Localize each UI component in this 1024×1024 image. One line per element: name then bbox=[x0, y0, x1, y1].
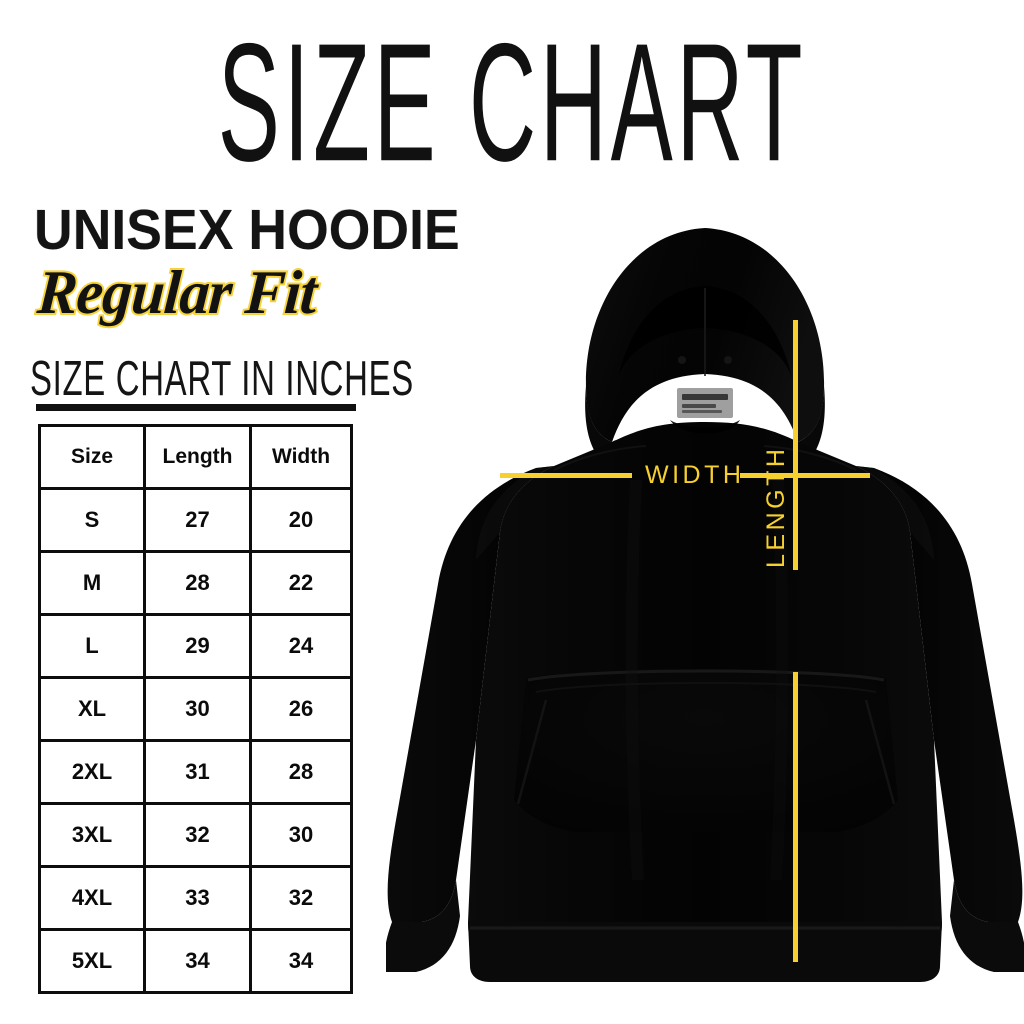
body-fold-left bbox=[625, 479, 644, 881]
table-header-row: Size Length Width bbox=[38, 424, 353, 490]
fit-name-heading: Regular Fit bbox=[33, 257, 320, 329]
table-row: 5XL 34 34 bbox=[38, 928, 353, 994]
table-row: 4XL 33 32 bbox=[38, 865, 353, 931]
hood-eyelet-left bbox=[678, 356, 686, 364]
cell-width: 20 bbox=[249, 487, 353, 553]
table-caption: SIZE CHART IN INCHES bbox=[30, 349, 414, 406]
cell-width: 22 bbox=[249, 550, 353, 616]
hoodie-svg bbox=[386, 228, 1024, 982]
cell-width: 28 bbox=[249, 739, 353, 805]
left-cuff-rib bbox=[386, 880, 460, 972]
bottom-hem-rib bbox=[468, 922, 942, 982]
cell-size: 5XL bbox=[38, 928, 146, 994]
cell-width: 34 bbox=[249, 928, 353, 994]
cell-size: M bbox=[38, 550, 146, 616]
table-row: XL 30 26 bbox=[38, 676, 353, 742]
body-fold-right bbox=[770, 479, 789, 881]
kangaroo-pocket bbox=[514, 669, 898, 832]
cell-size: L bbox=[38, 613, 146, 679]
cell-length: 30 bbox=[143, 676, 252, 742]
cell-length: 29 bbox=[143, 613, 252, 679]
collar-shadow bbox=[670, 420, 740, 434]
table-row: S 27 20 bbox=[38, 487, 353, 553]
right-sleeve-group bbox=[856, 466, 1023, 922]
cell-size: XL bbox=[38, 676, 146, 742]
cell-size: S bbox=[38, 487, 146, 553]
shoulder-seam-left bbox=[553, 445, 647, 471]
table-row: 2XL 31 28 bbox=[38, 739, 353, 805]
neck-label bbox=[677, 388, 733, 418]
cell-length: 28 bbox=[143, 550, 252, 616]
table-row: L 29 24 bbox=[38, 613, 353, 679]
cell-width: 30 bbox=[249, 802, 353, 868]
left-sleeve-group bbox=[387, 466, 554, 922]
table-row: 3XL 32 30 bbox=[38, 802, 353, 868]
size-table: Size Length Width S 27 20 M 28 22 L 29 2… bbox=[38, 424, 353, 994]
cell-width: 32 bbox=[249, 865, 353, 931]
shoulder-seam-right bbox=[763, 445, 857, 471]
cell-size: 4XL bbox=[38, 865, 146, 931]
cell-width: 24 bbox=[249, 613, 353, 679]
right-cuff-rib bbox=[950, 880, 1024, 972]
hood-eyelet-right bbox=[724, 356, 732, 364]
column-header-width: Width bbox=[249, 424, 353, 490]
cell-size: 2XL bbox=[38, 739, 146, 805]
page-title: SIZE CHART bbox=[217, 7, 807, 197]
cell-width: 26 bbox=[249, 676, 353, 742]
column-header-length: Length bbox=[143, 424, 252, 490]
cell-length: 31 bbox=[143, 739, 252, 805]
cell-length: 27 bbox=[143, 487, 252, 553]
caption-underline-rule bbox=[36, 404, 356, 411]
cell-length: 32 bbox=[143, 802, 252, 868]
cell-length: 33 bbox=[143, 865, 252, 931]
cell-size: 3XL bbox=[38, 802, 146, 868]
column-header-size: Size bbox=[38, 424, 146, 490]
cell-length: 34 bbox=[143, 928, 252, 994]
table-row: M 28 22 bbox=[38, 550, 353, 616]
product-name-heading: UNISEX HOODIE bbox=[34, 198, 460, 262]
hoodie-product-image bbox=[386, 180, 1024, 1024]
